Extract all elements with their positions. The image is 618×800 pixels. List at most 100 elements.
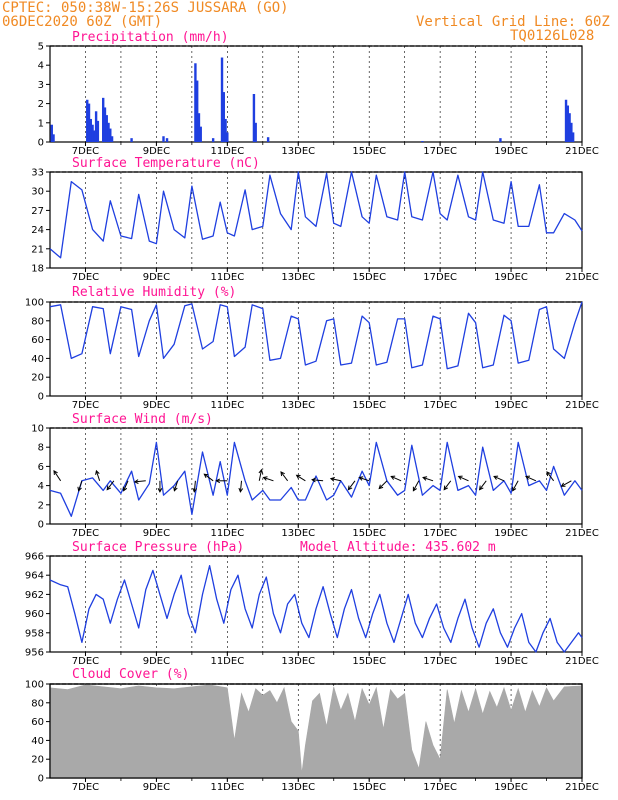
precip-bar [105,115,108,142]
precip-bar [197,113,201,142]
x-tick-label: 21DEC [565,400,599,411]
x-tick-label: 11DEC [210,146,244,157]
wind-arrow-head [329,477,335,482]
wind-arrow-shaft [193,480,196,492]
x-tick-label: 19DEC [494,656,528,667]
x-tick-label: 17DEC [423,400,457,411]
x-tick-label: 19DEC [494,272,528,283]
x-tick-label: 21DEC [565,528,599,539]
precip-bar [564,99,568,142]
precip-bar [421,141,424,142]
wind-arrow-shaft [458,475,469,482]
precip-bar [566,105,570,142]
wind-arrow-shaft [479,480,487,490]
x-tick-label: 13DEC [281,146,315,157]
y-tick-label: 8 [38,443,44,454]
wind-arrow-shaft [330,478,341,482]
x-tick-label: 9DEC [143,272,170,283]
wind-arrow-head [157,488,163,493]
x-tick-label: 21DEC [565,272,599,283]
x-tick-label: 15DEC [352,272,386,283]
x-tick-label: 9DEC [143,528,170,539]
panel-temp [46,171,583,272]
x-tick-label: 17DEC [423,528,457,539]
x-tick-label: 21DEC [565,146,599,157]
wind-arrow-head [311,477,316,483]
precip-bar [194,63,197,142]
wind-series-line [49,441,583,517]
x-tick-label: 7DEC [72,146,99,157]
precip-bar [91,124,94,142]
y-tick-label: 0 [38,774,44,785]
precip-bar [130,138,133,142]
y-tick-label: 30 [31,187,44,198]
y-tick-label: 60 [31,717,44,728]
x-tick-label: 15DEC [352,528,386,539]
wind-arrow-head [457,475,463,480]
x-tick-label: 7DEC [72,400,99,411]
wind-arrow-shaft [204,473,214,482]
y-tick-label: 40 [31,736,44,747]
precip-bar [52,134,55,142]
wind-arrow-head [280,471,285,477]
y-tick-label: 4 [38,481,44,492]
panel-title: Relative Humidity (%) [72,285,236,300]
y-tick-label: 80 [31,698,44,709]
wind-arrow-shaft [412,480,420,491]
station-label: CPTEC: 050:38W-15:26S JUSSARA (GO) [2,0,289,16]
y-tick-label: 20 [31,373,44,384]
y-tick-label: 0 [38,520,44,531]
panel-annotation: Model Altitude: 435.602 m [300,540,496,555]
wind-arrow-head [412,486,417,492]
y-tick-label: 956 [25,648,44,659]
precip-bar [94,111,98,142]
wind-arrow-head [378,484,384,490]
precip-bar [87,103,91,142]
precip-bar [162,136,165,142]
panel-pressure [46,555,583,656]
precip-bar [103,107,107,142]
precip-bar [222,92,225,142]
x-tick-label: 15DEC [352,400,386,411]
y-tick-label: 964 [25,571,44,582]
wind-arrow-head [358,476,364,481]
x-tick-label: 13DEC [281,272,315,283]
x-tick-label: 9DEC [143,146,170,157]
y-tick-label: 0 [38,138,44,149]
wind-arrow-head [347,485,353,491]
wind-arrow-head [53,470,58,475]
y-tick-label: 100 [25,680,44,691]
wind-arrow-shaft [348,480,356,490]
y-tick-label: 960 [25,609,44,620]
wind-arrow-shaft [546,471,555,482]
x-tick-label: 21DEC [565,782,599,793]
y-tick-label: 18 [31,264,44,275]
wind-arrow-head [95,469,100,475]
x-tick-label: 13DEC [281,782,315,793]
precip-bar [224,118,227,142]
precip-bar [50,124,53,142]
y-tick-label: 27 [31,206,44,217]
temp-series-line [49,171,583,259]
wind-arrow-shaft [173,480,179,491]
precip-bar [568,113,571,142]
precip-bar [252,94,256,142]
wind-arrow-head [133,479,139,484]
y-tick-label: 100 [25,298,44,309]
wind-arrow-shaft [53,470,62,482]
wind-arrow-shaft [263,477,274,482]
y-tick-label: 4 [38,61,44,72]
wind-arrow-head [546,471,551,477]
rh-series-line [49,301,583,370]
wind-arrow-head [525,475,531,480]
y-tick-label: 60 [31,335,44,346]
x-tick-label: 9DEC [143,782,170,793]
wind-arrow-shaft [359,477,370,482]
y-tick-label: 2 [38,99,44,110]
y-tick-label: 10 [31,424,44,435]
wind-arrow-shaft [280,471,289,482]
panel-title: Surface Pressure (hPa) [72,540,244,555]
model-code: TQ0126L028 [510,28,595,44]
panel-cloud [46,683,583,782]
